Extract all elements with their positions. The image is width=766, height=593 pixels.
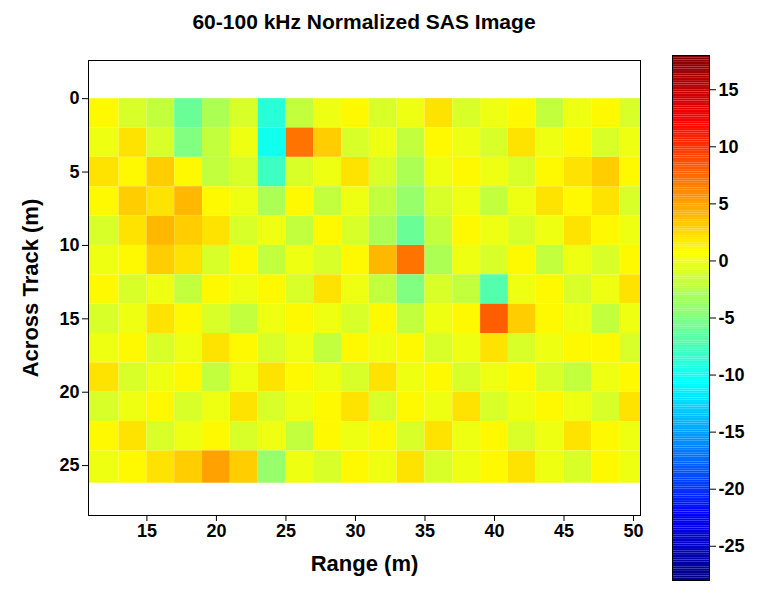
svg-text:Range (m): Range (m) [311,551,419,576]
html-text:60-100 kHz Normalized SAS Imag: 60-100 kHz Normalized SAS Image [192,10,536,33]
svg-text:0: 0 [719,251,729,271]
svg-text:-25: -25 [719,536,745,556]
svg-text:5: 5 [69,162,79,182]
svg-text:Across Track (m): Across Track (m) [18,199,43,378]
svg-text:15: 15 [719,79,739,99]
svg-text:20: 20 [206,521,226,541]
svg-text:-5: -5 [719,308,735,328]
svg-text:-20: -20 [719,479,745,499]
svg-text:20: 20 [59,382,79,402]
svg-text:50: 50 [624,521,644,541]
svg-text:10: 10 [719,137,739,157]
svg-text:5: 5 [719,194,729,214]
svg-text:-15: -15 [719,422,745,442]
svg-text:25: 25 [59,455,79,475]
svg-text:40: 40 [484,521,504,541]
svg-text:35: 35 [415,521,435,541]
svg-text:15: 15 [59,309,79,329]
svg-text:25: 25 [276,521,296,541]
svg-text:-10: -10 [719,365,745,385]
svg-text:15: 15 [137,521,157,541]
svg-text:30: 30 [345,521,365,541]
svg-text:0: 0 [69,88,79,108]
svg-text:10: 10 [59,235,79,255]
svg-text:45: 45 [554,521,574,541]
